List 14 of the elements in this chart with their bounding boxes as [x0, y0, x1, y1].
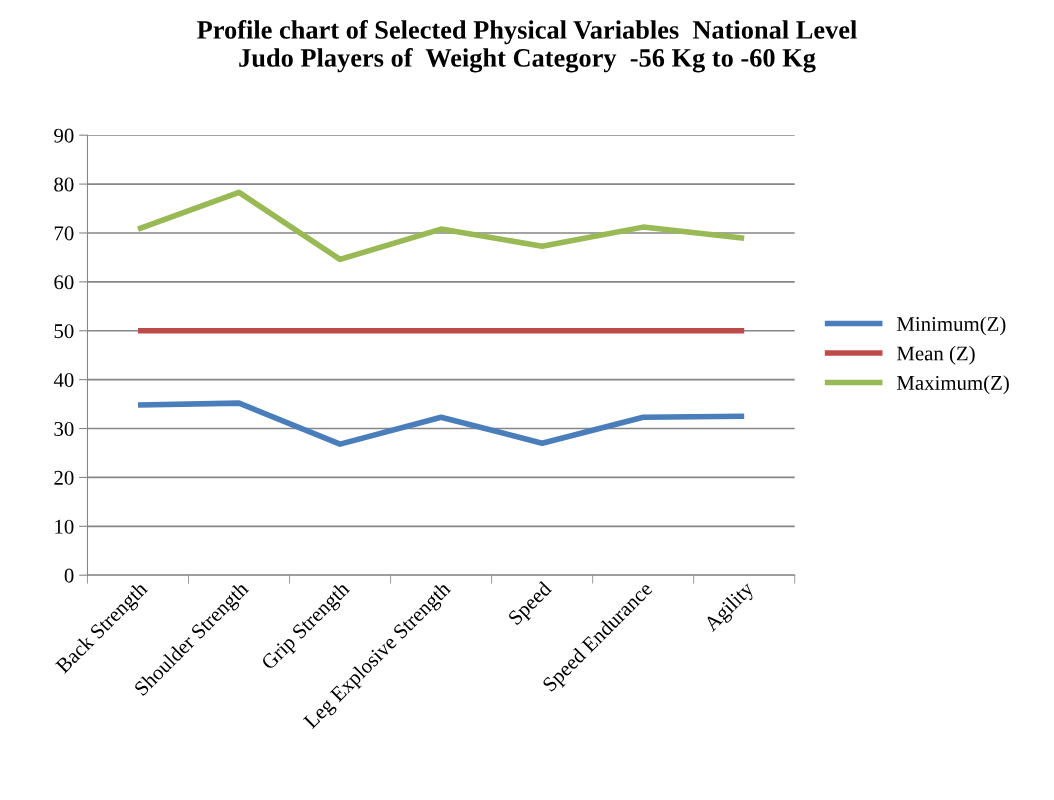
y-tick-label: 40 [53, 373, 74, 388]
y-tick-label: 60 [54, 275, 74, 290]
legend-label: Minimum(Z) [896, 316, 1006, 336]
y-tick-label: 20 [54, 470, 74, 485]
legend-label: Mean (Z) [896, 345, 975, 365]
legend-label: Maximum(Z) [896, 375, 1009, 395]
y-tick-label: 30 [54, 421, 74, 436]
y-tick-label: 50 [54, 324, 74, 339]
chart-title: Profile chart of Selected Physical Variables National Level Judo Players of Weight Category -56 Kg to -60 Kg [197, 20, 857, 73]
y-tick-label: 0 [64, 568, 74, 583]
y-tick-label: 10 [55, 519, 74, 534]
y-tick-label: 70 [54, 226, 74, 241]
y-tick-label: 80 [54, 177, 74, 192]
y-tick-label: 90 [54, 128, 74, 143]
